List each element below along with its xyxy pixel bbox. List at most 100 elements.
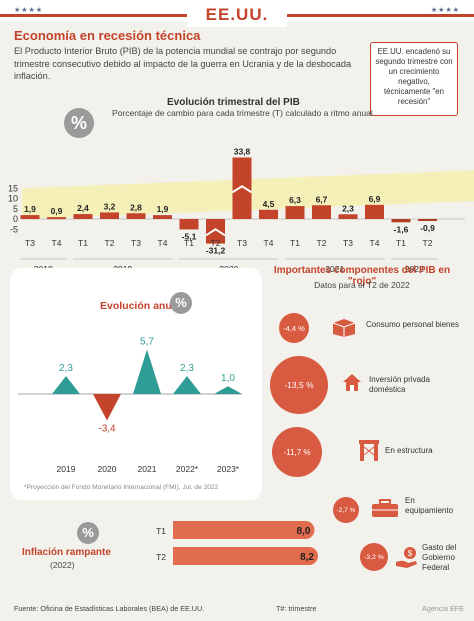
quarter-tick-label: T2 <box>423 238 433 248</box>
annual-panel <box>10 268 262 500</box>
y-tick-label: 10 <box>8 194 18 204</box>
toolbox-icon <box>370 498 400 523</box>
box-icon <box>330 317 358 342</box>
annual-year-label: 2019 <box>57 464 76 474</box>
annual-triangle <box>173 376 201 394</box>
annual-value-label: 2,3 <box>180 363 194 374</box>
components-subtitle: Datos para el T2 de 2022 <box>314 280 410 290</box>
quarter-bar <box>365 204 384 219</box>
quarter-bar <box>312 205 331 219</box>
annual-triangle <box>214 386 242 394</box>
annual-year-label: 2021 <box>138 464 157 474</box>
component-label-structure: En estructura <box>385 446 433 455</box>
quarter-bar <box>418 219 437 221</box>
annual-triangle <box>93 394 121 421</box>
quarter-tick-label: T1 <box>396 238 406 248</box>
inflation-category-label: T2 <box>156 552 166 562</box>
quarter-value-label: 3,2 <box>104 201 116 211</box>
components-title: Importantes componentes del PIB en "rojo… <box>273 265 451 287</box>
quarter-tick-label: T3 <box>131 238 141 248</box>
intro-text: El Producto Interior Bruto (PIB) de la p… <box>14 46 352 81</box>
quarter-value-label: 2,8 <box>130 202 142 212</box>
annual-year-label: 2023* <box>217 464 240 474</box>
component-label-equipment: En equipamiento <box>405 496 454 515</box>
quarter-tick-label: T3 <box>25 238 35 248</box>
y-tick-label: 5 <box>13 204 18 214</box>
quarter-bar <box>73 214 93 219</box>
component-bubble-consumption: -4,4 % <box>279 313 309 343</box>
inflation-category-label: T1 <box>156 526 166 536</box>
inflation-title: Inflación rampante <box>22 547 111 558</box>
quarter-tick-label: T3 <box>237 238 247 248</box>
component-bubble-investment: -13,5 % <box>270 356 328 414</box>
structure-icon <box>358 439 380 466</box>
annual-triangle <box>133 349 161 394</box>
stars-left: ★★★★ <box>14 6 44 14</box>
annual-percent-icon: % <box>170 292 192 314</box>
component-label-consumption: Consumo personal bienes <box>366 320 459 329</box>
bar-break-mark <box>205 228 226 237</box>
quarter-value-label: -5,1 <box>182 231 197 241</box>
percent-icon: % <box>64 108 94 138</box>
quarter-value-label: 6,9 <box>369 194 381 204</box>
country-label: EE.UU. <box>187 3 287 27</box>
quarter-tick-label: T1 <box>290 238 300 248</box>
quarter-tick-label: T4 <box>264 238 274 248</box>
quarter-value-label: 33,8 <box>234 147 251 157</box>
quarter-tick-label: T2 <box>105 238 115 248</box>
annual-value-label: 1,0 <box>221 373 235 384</box>
quarter-tick-label: T1 <box>78 238 88 248</box>
quarter-tick-label: T4 <box>52 238 62 248</box>
quarter-bar <box>206 219 225 244</box>
annual-value-label: 5,7 <box>140 337 154 348</box>
quarter-value-label: 2,4 <box>77 203 89 213</box>
quarter-bar <box>338 214 358 219</box>
component-bubble-structure: -11,7 % <box>272 427 322 477</box>
y-tick-label: 0 <box>13 214 18 224</box>
quarter-value-label: 6,3 <box>289 195 301 205</box>
inflation-chart: T1 8,0 T2 8,2 <box>156 521 318 565</box>
bar-break-mark <box>231 185 253 194</box>
quarter-value-label: 4,5 <box>263 199 275 209</box>
y-tick-label: 15 <box>8 183 18 193</box>
annual-triangle <box>52 376 80 394</box>
quarter-bar <box>232 157 252 219</box>
quarter-bar <box>126 213 146 219</box>
quarter-tick-label: T4 <box>158 238 168 248</box>
source-note: Fuente: Oficina de Estadísticas Laborale… <box>14 604 205 613</box>
inflation-subtitle: (2022) <box>50 560 75 570</box>
quarter-bar <box>285 206 305 219</box>
quarter-tick-label: T4 <box>370 238 380 248</box>
quarter-value-label: 1,9 <box>157 204 169 214</box>
quarter-bar <box>153 215 172 219</box>
quarter-tick-label: T2 <box>317 238 327 248</box>
quarter-bar <box>391 219 411 223</box>
recession-note: EE.UU. encadenó su segundo trimestre con… <box>370 42 458 116</box>
inflation-bar <box>173 547 318 565</box>
quarter-tick-label: T2 <box>211 238 221 248</box>
money-hand-icon: $ <box>395 545 419 574</box>
component-bubble-government: -3,2 % <box>360 543 388 571</box>
inflation-bar <box>173 521 315 539</box>
quarter-bar <box>47 217 66 220</box>
quarter-bar <box>100 212 119 219</box>
year-label: 2021 <box>325 264 344 274</box>
quarter-tick-label: T1 <box>184 238 194 248</box>
annual-title: Evolución anual <box>100 300 181 312</box>
page-title: Economía en recesión técnica <box>14 28 201 43</box>
quarter-value-label: 1,9 <box>24 204 36 214</box>
quarter-bar <box>259 209 278 219</box>
projection-note: *Proyección del Fondo Monetario Internac… <box>24 484 219 491</box>
house-icon <box>341 372 363 397</box>
quarterly-title: Evolución trimestral del PIB <box>167 97 300 108</box>
component-label-investment: Inversión privada doméstica <box>369 375 430 394</box>
quarter-legend: T#: trimestre <box>276 604 317 613</box>
quarter-value-label: 0,9 <box>51 206 63 216</box>
quarter-value-label: -31,2 <box>206 246 226 256</box>
quarter-tick-label: T3 <box>343 238 353 248</box>
year-label: 2022 <box>405 264 424 274</box>
stars-right: ★★★★ <box>430 6 460 14</box>
annual-value-label: 2,3 <box>59 363 73 374</box>
quarter-bar <box>179 219 199 230</box>
